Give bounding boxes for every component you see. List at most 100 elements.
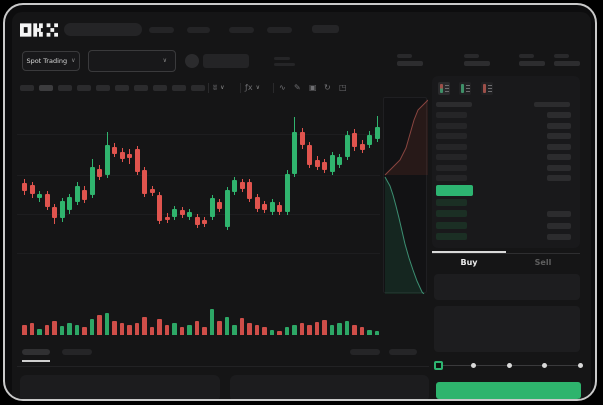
ask-price-placeholder[interactable] — [436, 164, 467, 171]
top-nav-item[interactable] — [149, 27, 174, 33]
candle — [104, 145, 110, 175]
top-nav-item-extra[interactable] — [312, 25, 339, 33]
grid-line — [17, 175, 380, 176]
refresh-button[interactable]: ↻ — [324, 84, 331, 92]
stat-label-placeholder — [554, 54, 569, 58]
slider-stop[interactable] — [506, 363, 512, 368]
market-type-selector[interactable]: Spot Trading ∨ — [22, 51, 80, 71]
bottom-tab[interactable] — [62, 349, 92, 355]
last-price-indicator[interactable] — [436, 185, 473, 196]
ask-price-placeholder[interactable] — [436, 175, 467, 181]
ask-price-placeholder[interactable] — [436, 122, 467, 129]
candle — [202, 220, 207, 224]
line-tool-button[interactable]: ∿ — [279, 84, 286, 92]
tab-buy[interactable]: Buy — [460, 258, 478, 267]
price-sub-placeholder — [274, 63, 295, 66]
screenshot-button[interactable]: ▣ — [309, 84, 317, 92]
indicators-button[interactable]: ƒx ∨ — [245, 84, 260, 92]
tabs-divider — [432, 253, 580, 254]
candle — [314, 160, 320, 167]
candle — [44, 194, 50, 207]
candle-type-button[interactable]: ʬ ∨ — [213, 84, 225, 92]
candle — [359, 144, 365, 150]
price-input[interactable] — [434, 274, 580, 300]
top-nav-item[interactable] — [267, 27, 292, 33]
slider-stop[interactable] — [542, 363, 547, 368]
okx-logo[interactable] — [20, 22, 58, 37]
pair-selector[interactable]: ∨ — [88, 50, 176, 72]
ask-price-placeholder[interactable] — [436, 133, 467, 139]
orderbook-view-asks-icon[interactable] — [481, 82, 493, 95]
timeframe-button[interactable] — [134, 85, 148, 91]
candle — [74, 186, 80, 202]
bid-price-placeholder[interactable] — [436, 221, 467, 229]
volume-bar — [164, 325, 169, 335]
timeframe-button[interactable] — [96, 85, 110, 91]
volume-bar — [277, 331, 282, 335]
draw-tool-button[interactable]: ✎ — [294, 84, 301, 92]
bid-price-placeholder[interactable] — [436, 199, 467, 206]
candle — [277, 205, 282, 212]
candlestick-chart[interactable] — [5, 5, 432, 347]
ask-price-placeholder[interactable] — [436, 154, 467, 160]
history-panel[interactable] — [230, 375, 429, 399]
amount-slider-handle[interactable] — [434, 361, 443, 370]
bid-price-placeholder[interactable] — [436, 232, 467, 240]
slider-stop[interactable] — [577, 363, 583, 368]
timeframe-button[interactable] — [39, 85, 53, 91]
timeframe-button[interactable] — [153, 85, 167, 91]
grid-line — [17, 253, 380, 254]
buy-button[interactable] — [436, 382, 581, 399]
orders-panel[interactable] — [20, 375, 220, 399]
top-nav-item[interactable] — [229, 27, 254, 33]
timeframe-button[interactable] — [58, 85, 72, 91]
orderbook-view-bids-icon[interactable] — [459, 82, 471, 95]
fullscreen-button[interactable]: ◳ — [339, 84, 347, 92]
market-depth-panel[interactable] — [383, 97, 429, 295]
ticker-stats — [397, 54, 580, 67]
tab-sell[interactable]: Sell — [534, 258, 552, 267]
candle — [337, 157, 342, 165]
volume-bar — [239, 318, 244, 335]
volume-bar — [224, 317, 229, 335]
bottom-tab-active[interactable] — [22, 349, 50, 355]
ask-amount-placeholder — [547, 154, 571, 160]
candle — [307, 145, 312, 165]
candle — [52, 207, 57, 218]
volume-bar — [374, 331, 379, 335]
volume-bar — [134, 323, 139, 335]
volume-bar — [284, 327, 289, 335]
orderbook-view-combined-icon[interactable] — [438, 82, 450, 95]
top-nav-item[interactable] — [187, 27, 210, 33]
timeframe-button[interactable] — [172, 85, 186, 91]
bottom-control[interactable] — [350, 349, 380, 355]
orderbook-header-amount — [534, 102, 570, 107]
volume-bar — [179, 327, 184, 335]
volume-bar — [337, 323, 342, 335]
search-input[interactable] — [64, 23, 142, 36]
volume-bar — [112, 321, 117, 335]
ask-price-placeholder[interactable] — [436, 112, 467, 118]
timeframe-button[interactable] — [20, 85, 34, 91]
candle — [22, 183, 27, 191]
timeframe-button[interactable] — [77, 85, 91, 91]
volume-bar — [44, 325, 49, 335]
bottom-control[interactable] — [389, 349, 417, 355]
volume-bar — [232, 325, 237, 335]
slider-stop[interactable] — [471, 363, 476, 368]
candle — [224, 190, 230, 227]
bid-price-placeholder[interactable] — [436, 210, 467, 218]
timeframe-button[interactable] — [191, 85, 205, 91]
bid-amount-placeholder — [547, 222, 571, 229]
indicators-icon: ƒx — [245, 83, 253, 92]
stat-label-placeholder — [464, 54, 479, 58]
volume-bar — [322, 320, 327, 335]
candle — [254, 197, 260, 209]
volume-bar — [97, 315, 102, 335]
timeframe-button[interactable] — [115, 85, 129, 91]
ask-price-placeholder[interactable] — [436, 143, 467, 150]
bid-amount-placeholder — [547, 233, 571, 240]
amount-input[interactable] — [434, 306, 580, 352]
volume-bar — [217, 321, 222, 335]
buy-tab-underline — [432, 251, 506, 253]
